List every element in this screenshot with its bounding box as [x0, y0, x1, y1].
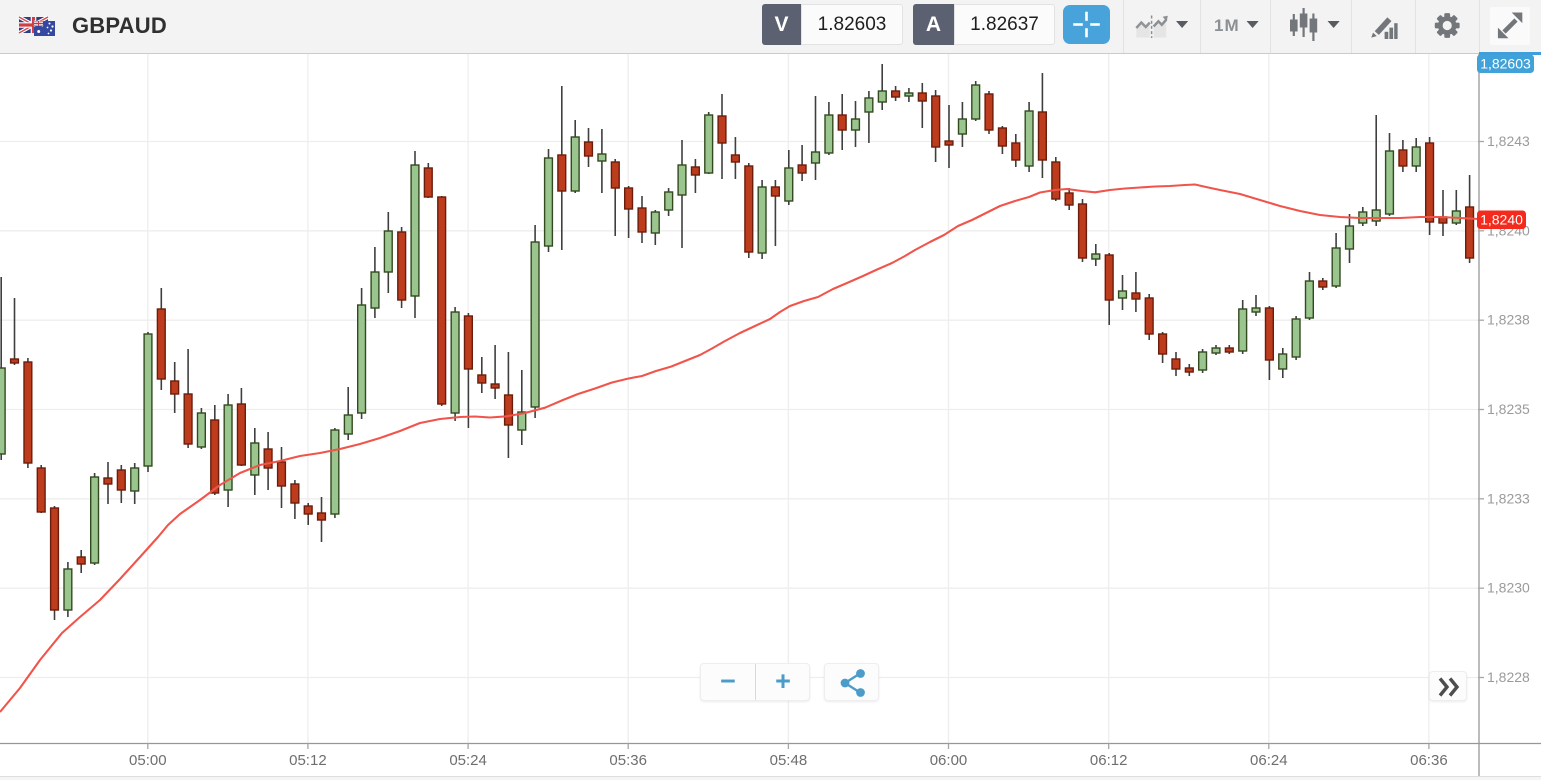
svg-text:06:24: 06:24	[1250, 752, 1288, 769]
svg-text:05:36: 05:36	[609, 752, 647, 769]
svg-text:05:48: 05:48	[770, 752, 808, 769]
svg-text:05:12: 05:12	[289, 752, 327, 769]
svg-text:05:24: 05:24	[449, 752, 487, 769]
svg-text:1,8240: 1,8240	[1480, 212, 1523, 228]
svg-text:1,8243: 1,8243	[1487, 133, 1530, 149]
svg-text:06:00: 06:00	[930, 752, 968, 769]
svg-text:05:00: 05:00	[129, 752, 167, 769]
svg-text:1,8238: 1,8238	[1487, 312, 1530, 328]
svg-text:1,8233: 1,8233	[1487, 490, 1530, 506]
svg-text:1,8230: 1,8230	[1487, 580, 1530, 596]
svg-text:06:36: 06:36	[1410, 752, 1448, 769]
svg-text:1,82603: 1,82603	[1480, 56, 1531, 72]
svg-text:06:12: 06:12	[1090, 752, 1128, 769]
svg-text:1,8235: 1,8235	[1487, 401, 1530, 417]
svg-text:1,8228: 1,8228	[1487, 669, 1530, 685]
